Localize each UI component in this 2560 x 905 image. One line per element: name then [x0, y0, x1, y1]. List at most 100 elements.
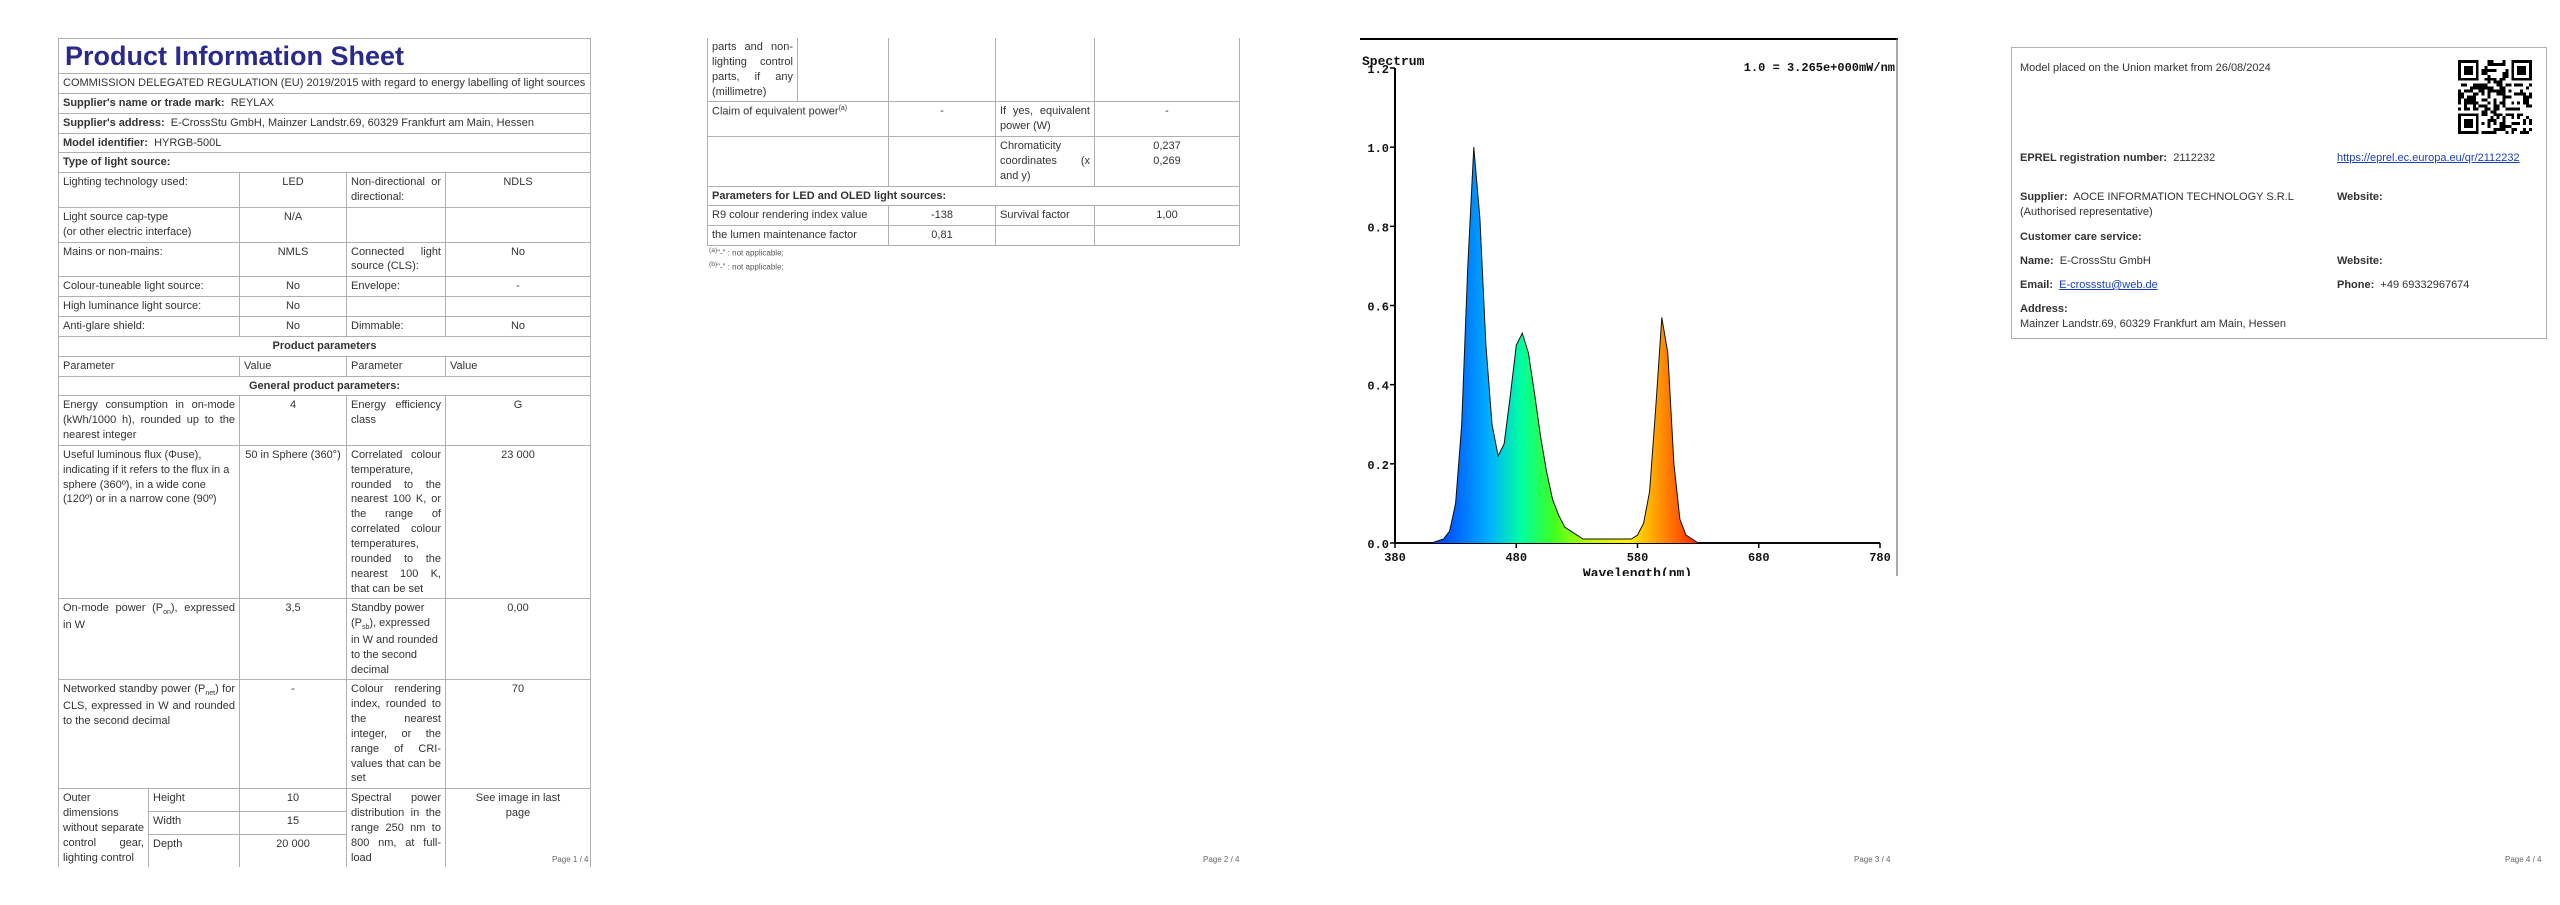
mains-value: NMLS: [239, 241, 347, 278]
general-params-heading: General product parameters:: [58, 375, 591, 397]
energy-cons-label: Energy consumption in on-mode (kWh/1000 …: [58, 395, 240, 446]
product-info-table: Product Information Sheet COMMISSION DEL…: [58, 37, 591, 868]
y-tick-label: 0.4: [1367, 380, 1389, 394]
phone-label: Phone:: [2337, 279, 2375, 291]
y-tick-label: 0.8: [1367, 221, 1389, 235]
chart-title: Spectrum: [1362, 54, 1425, 69]
page-3: Spectrum 1.0 = 3.265e+000mW/nm 0.0 0.2 0.4…: [1302, 0, 1942, 905]
if-yes-label: If yes, equivalent power (W): [995, 101, 1095, 138]
address-label: Supplier's address:: [63, 116, 165, 129]
colour-tuneable-value: No: [239, 276, 347, 298]
empty-cell: [995, 38, 1095, 103]
spd-label: Spectral power distribution in the range…: [346, 788, 446, 868]
continuation-table: parts and non-lighting control parts, if…: [707, 38, 1240, 247]
survival-label: Survival factor: [995, 205, 1095, 227]
supplier-label: Supplier:: [2020, 191, 2068, 203]
page-number: Page 1 / 4: [552, 855, 589, 864]
footnote-b-text: "-" : not applicable;: [717, 263, 784, 273]
if-yes-value: -: [1094, 101, 1240, 138]
chart-annotation: 1.0 = 3.265e+000mW/nm: [1744, 61, 1895, 75]
name-value: E-CrossStu GmbH: [2059, 255, 2151, 267]
cap-type-label-1: Light source cap-type: [63, 210, 169, 223]
supplier-row: Supplier: AOCE INFORMATION TECHNOLOGY S.…: [2020, 190, 2330, 220]
qr-code-icon[interactable]: [2458, 60, 2532, 134]
high-lum-label: High luminance light source:: [58, 296, 240, 318]
website2-label: Website:: [2337, 255, 2383, 267]
outer-dim-label: Outer dimensions without separate contro…: [58, 788, 149, 868]
standby-label-a: Standby power (P: [351, 602, 425, 630]
standby-value: 0,00: [445, 598, 591, 681]
lighting-tech-value: LED: [239, 172, 347, 208]
chart-background: [1360, 38, 1898, 576]
width-label: Width: [148, 811, 240, 836]
col-header-param-2: Parameter: [346, 355, 446, 377]
non-directional-label: Non-directional or directional:: [346, 172, 446, 208]
non-directional-value: NDLS: [445, 172, 591, 208]
lumen-value: 0,81: [888, 225, 996, 247]
equiv-label-text: Claim of equivalent power: [712, 106, 839, 119]
r9-value: -138: [888, 205, 996, 227]
customer-care-heading: Customer care service:: [2020, 231, 2142, 243]
phone-value: +49 69332967674: [2380, 279, 2470, 291]
spectrum-area: [1395, 147, 1880, 543]
empty-cell: [1094, 225, 1240, 247]
connected-value: No: [445, 241, 591, 278]
x-tick-label: 380: [1384, 551, 1406, 565]
website-label: Website:: [2337, 191, 2383, 203]
footnotes: (a)"-" : not applicable; (b)"-" : not ap…: [709, 246, 784, 275]
chroma-value: 0,237 0,269: [1094, 136, 1240, 187]
envelope-value: -: [445, 276, 591, 298]
name-label: Name:: [2020, 255, 2054, 267]
phone-row: Phone: +49 69332967674: [2337, 278, 2469, 293]
cri-value: 70: [445, 679, 591, 790]
page-4: Model placed on the Union market from 26…: [1953, 0, 2560, 905]
spectrum-line: [1395, 147, 1880, 544]
onmode-label-b: ), expressed in W: [63, 602, 235, 631]
r9-label: R9 colour rendering index value: [707, 205, 889, 227]
page-number: Page 3 / 4: [1854, 855, 1891, 864]
x-tick-label: 580: [1627, 551, 1649, 565]
empty-cell: [346, 206, 446, 243]
name-row: Name: E-CrossStu GmbH: [2020, 254, 2151, 269]
address-value: E-CrossStu GmbH, Mainzer Landstr.69, 603…: [170, 116, 534, 129]
empty-cell: [707, 136, 889, 187]
eprel-label: EPREL registration number:: [2020, 152, 2168, 164]
page-2: parts and non-lighting control parts, if…: [651, 0, 1291, 905]
email-link[interactable]: E-crossstu@web.de: [2059, 279, 2158, 291]
col-header-value-2: Value: [445, 355, 591, 377]
anti-glare-label: Anti-glare shield:: [58, 316, 240, 337]
x-tick-label: 680: [1748, 551, 1770, 565]
onmode-label: On-mode power (Pon), expressed in W: [58, 598, 240, 681]
onmode-sub: on: [163, 609, 171, 617]
cri-label: Colour rendering index, rounded to the n…: [346, 679, 446, 790]
spd-value: See image in last page: [445, 788, 591, 868]
standby-sub: sb: [362, 624, 370, 632]
standby-label: Standby power (Psb), expressed in W and …: [346, 598, 446, 681]
empty-cell: [797, 38, 889, 103]
depth-label: Depth: [148, 834, 240, 868]
height-label: Height: [148, 788, 240, 813]
empty-cell: [888, 136, 996, 187]
eprel-info-box: Model placed on the Union market from 26…: [2011, 47, 2547, 339]
connected-label: Connected light source (CLS):: [346, 241, 446, 278]
footnote-b: (b)"-" : not applicable;: [709, 260, 784, 274]
page-1: Product Information Sheet COMMISSION DEL…: [0, 0, 640, 905]
empty-cell: [995, 225, 1095, 247]
eprel-link[interactable]: https://eprel.ec.europa.eu/qr/2112232: [2337, 152, 2520, 164]
footnote-b-sup: (b): [709, 261, 718, 269]
eprel-value: 2112232: [2173, 152, 2216, 164]
dimmable-value: No: [445, 316, 591, 337]
led-params-heading: Parameters for LED and OLED light source…: [707, 185, 1240, 207]
equiv-value: -: [888, 101, 996, 138]
cct-value: 23 000: [445, 444, 591, 600]
anti-glare-value: No: [239, 316, 347, 337]
model-row: Model identifier: HYRGB-500L: [58, 132, 591, 154]
model-label: Model identifier:: [63, 136, 148, 149]
flux-label: Useful luminous flux (Φuse), indicating …: [58, 444, 240, 600]
high-lum-value: No: [239, 296, 347, 318]
lumen-label: the lumen maintenance factor: [707, 225, 889, 247]
eprel-row: EPREL registration number: 2112232: [2020, 151, 2215, 166]
empty-cell: [346, 296, 446, 318]
y-tick-label: 0.6: [1367, 301, 1389, 315]
cap-type-label: Light source cap-type (or other electric …: [58, 206, 240, 243]
